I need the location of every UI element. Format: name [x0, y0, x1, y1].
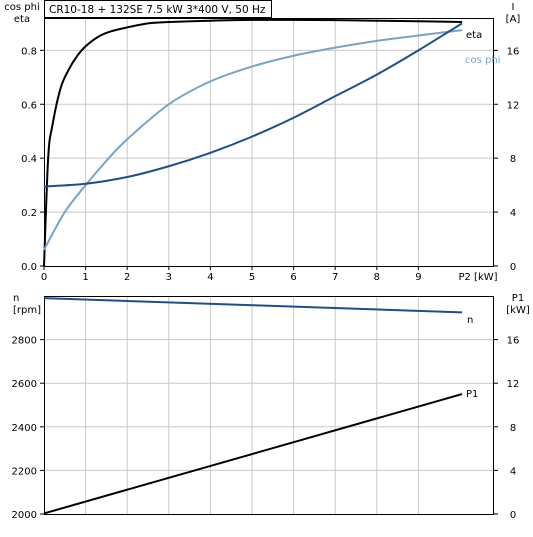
bottom-chart-grid	[44, 296, 494, 514]
series-label-n: n	[467, 315, 473, 326]
bottom-left-axis-label-line1: n	[13, 293, 19, 304]
top-right-axis-label-line1: I	[512, 2, 515, 13]
bottom-right-tick-label: 4	[510, 466, 516, 477]
top-left-tick-label: 0.6	[21, 100, 37, 111]
top-x-tick-label: 5	[249, 272, 255, 283]
top-right-tick-label: 0	[510, 262, 516, 273]
top-left-tick-label: 0.4	[21, 154, 37, 165]
bottom-right-tick-label: 16	[507, 336, 520, 347]
series-label-cos-phi: cos phi	[465, 55, 500, 66]
top-right-tick-label: 12	[507, 100, 520, 111]
top-x-tick-label: 8	[374, 272, 380, 283]
top-left-tick-label: 0.0	[21, 262, 37, 273]
p1-line	[43, 393, 463, 515]
title-box	[44, 0, 272, 18]
top-chart-grid	[44, 18, 494, 266]
top-right-tick-label: 16	[507, 46, 520, 57]
top-x-tick-label: 9	[415, 272, 421, 283]
chart-frames	[44, 18, 494, 515]
top-right-tick-label: 8	[510, 154, 516, 165]
bottom-chart-series	[43, 297, 463, 515]
top-x-tick-label: 4	[207, 272, 213, 283]
current-curve	[43, 22, 463, 188]
speed-line	[43, 297, 463, 314]
chart-title: CR10-18 + 132SE 7.5 kW 3*400 V, 50 Hz	[49, 4, 266, 16]
bottom-left-tick-label: 2400	[12, 423, 37, 434]
bottom-right-tick-label: 8	[510, 423, 516, 434]
bottom-right-tick-label: 0	[510, 510, 516, 521]
top-x-tick-label: 7	[332, 272, 338, 283]
bottom-left-tick-label: 2000	[12, 510, 37, 521]
top-left-tick-label: 0.2	[21, 208, 37, 219]
bottom-right-axis-label-line2: [kW]	[506, 305, 530, 316]
bottom-left-tick-label: 2200	[12, 466, 37, 477]
series-label-eta: eta	[466, 30, 482, 41]
top-x-tick-label: 3	[166, 272, 172, 283]
top-chart-frame	[44, 18, 494, 267]
bottom-chart-ticks: 2000 2200 2400 2600 2800 0 4 8 12 16	[12, 336, 520, 521]
bottom-right-tick-label: 12	[507, 379, 520, 390]
bottom-chart-frame	[44, 296, 494, 515]
cos-phi-curve	[43, 29, 463, 251]
top-x-axis-label: P2 [kW]	[458, 272, 497, 283]
top-left-axis-label-line1: cos phi	[4, 2, 39, 13]
eta-curve	[43, 18, 463, 267]
top-left-tick-label: 0.8	[21, 46, 37, 57]
bottom-left-axis-label-line2: [rpm]	[13, 305, 41, 316]
series-label-p1: P1	[466, 389, 478, 400]
bottom-left-tick-label: 2800	[12, 336, 37, 347]
top-chart-series	[43, 18, 463, 267]
top-x-tick-label: 2	[124, 272, 130, 283]
top-x-tick-label: 6	[290, 272, 296, 283]
top-right-axis-label-line2: [A]	[506, 14, 521, 25]
top-right-tick-label: 4	[510, 208, 516, 219]
top-x-tick-label: 0	[41, 272, 47, 283]
top-left-axis-label-line2: eta	[14, 14, 30, 25]
bottom-left-tick-label: 2600	[12, 379, 37, 390]
bottom-right-axis-label-line1: P1	[512, 293, 524, 304]
top-x-tick-label: 1	[82, 272, 88, 283]
